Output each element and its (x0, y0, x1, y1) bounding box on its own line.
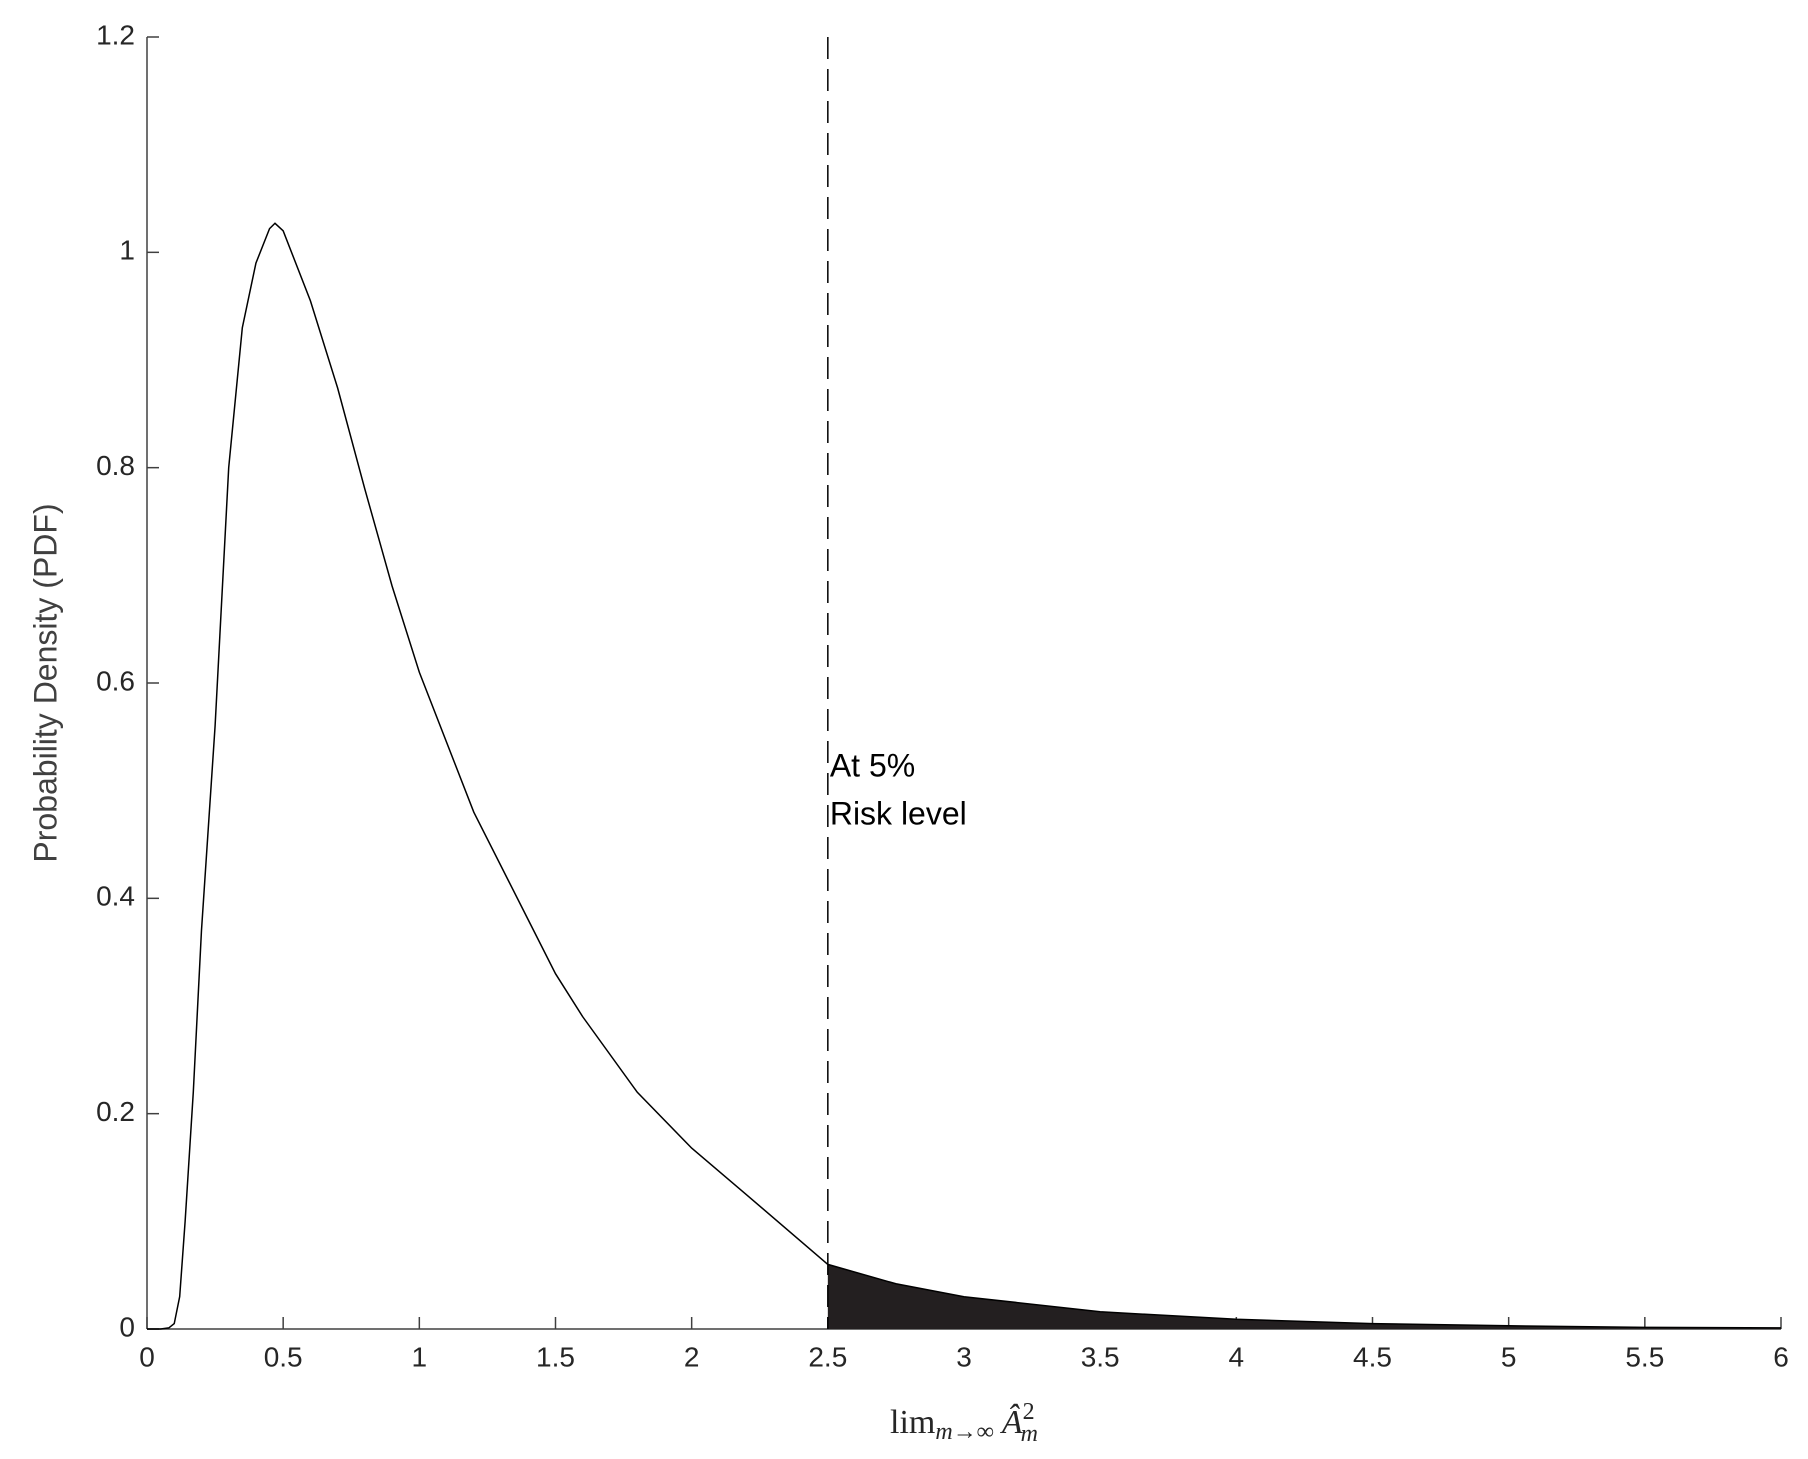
x-tick-label: 3.5 (1081, 1341, 1120, 1372)
y-tick-label: 1.2 (96, 19, 135, 50)
x-tick-label: 5 (1501, 1341, 1517, 1372)
y-tick-label: 0.6 (96, 665, 135, 696)
x-tick-label: 0.5 (264, 1341, 303, 1372)
x-label-var-sub: m (1021, 1421, 1038, 1447)
x-tick-label: 0 (139, 1341, 155, 1372)
x-label-sup: 2 (1023, 1399, 1035, 1425)
y-tick-label: 0.4 (96, 881, 135, 912)
x-tick-label: 1 (412, 1341, 428, 1372)
x-tick-label: 4.5 (1353, 1341, 1392, 1372)
tail-area (827, 1264, 1781, 1329)
y-tick-label: 1 (119, 235, 135, 266)
x-tick-label: 2.5 (808, 1341, 847, 1372)
annotation: Risk level (830, 795, 967, 831)
annotation: At 5% (830, 747, 915, 783)
y-axis-label: Probability Density (PDF) (27, 503, 63, 862)
y-tick-label: 0.2 (96, 1096, 135, 1127)
x-tick-label: 3 (956, 1341, 972, 1372)
y-tick-label: 0.8 (96, 450, 135, 481)
pdf-line (147, 222, 1782, 1330)
x-tick-label: 6 (1773, 1341, 1789, 1372)
y-tick-label: 0 (119, 1311, 135, 1342)
x-label-var: Â (1000, 1404, 1023, 1441)
x-tick-label: 2 (684, 1341, 700, 1372)
x-tick-label: 4 (1229, 1341, 1245, 1372)
x-axis-label: limm→∞ Â2 m (890, 1399, 1038, 1447)
x-tick-label: 5.5 (1625, 1341, 1664, 1372)
x-label-sub: m→∞ (935, 1419, 993, 1445)
x-tick-label: 1.5 (536, 1341, 575, 1372)
x-label-base: lim (890, 1404, 935, 1441)
